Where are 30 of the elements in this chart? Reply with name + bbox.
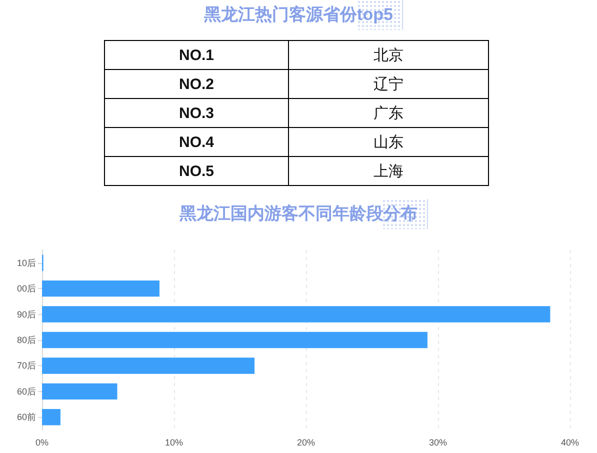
text: NO.3 xyxy=(104,98,288,128)
y-tick-label: 90后 xyxy=(16,309,36,320)
y-tick-label: 00后 xyxy=(16,284,36,294)
text: 上海 xyxy=(288,156,488,186)
y-tick-label: 10后 xyxy=(16,258,36,268)
x-tick-label: 10% xyxy=(164,438,184,448)
text: 辽宁 xyxy=(288,70,488,98)
text: 黑龙江热门客源省份top5 xyxy=(204,5,393,24)
text: 广东 xyxy=(288,98,488,128)
text: NO.5 xyxy=(104,156,288,186)
text: NO.1 xyxy=(104,40,288,70)
text: 山东 xyxy=(288,128,488,156)
y-tick-label: 60后 xyxy=(16,386,36,396)
bar xyxy=(42,306,550,322)
bar xyxy=(42,383,118,400)
x-tick-label: 20% xyxy=(296,438,316,448)
text: NO.4 xyxy=(104,128,288,156)
x-tick-label: 0% xyxy=(35,438,49,448)
y-tick-label: 60前 xyxy=(16,412,36,422)
x-tick-label: 30% xyxy=(428,438,448,448)
chart-title: 黑龙江国内游客不同年龄段分布 xyxy=(180,204,418,223)
bar xyxy=(42,280,160,297)
bar xyxy=(42,332,428,348)
x-tick-label: 40% xyxy=(560,438,580,448)
y-tick-label: 70后 xyxy=(16,360,36,371)
text: 北京 xyxy=(288,40,488,70)
bar xyxy=(42,358,255,374)
bar xyxy=(42,409,60,426)
text: NO.2 xyxy=(104,70,288,98)
y-tick-label: 80后 xyxy=(16,335,36,345)
